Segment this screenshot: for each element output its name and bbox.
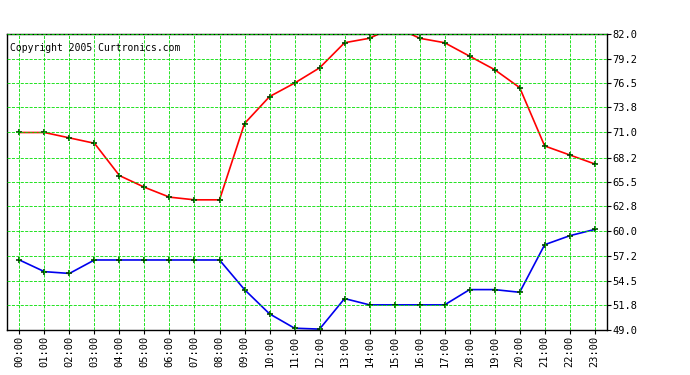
Text: Copyright 2005 Curtronics.com: Copyright 2005 Curtronics.com <box>10 43 180 52</box>
Text: Outside Temperature (vs) Dew Point (Last 24 Hours) Mon Aug 29 00:00: Outside Temperature (vs) Dew Point (Last… <box>64 10 626 24</box>
